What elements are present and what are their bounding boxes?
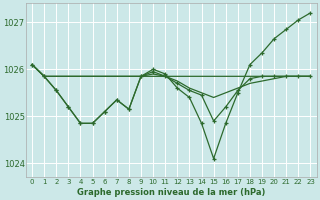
X-axis label: Graphe pression niveau de la mer (hPa): Graphe pression niveau de la mer (hPa) <box>77 188 266 197</box>
